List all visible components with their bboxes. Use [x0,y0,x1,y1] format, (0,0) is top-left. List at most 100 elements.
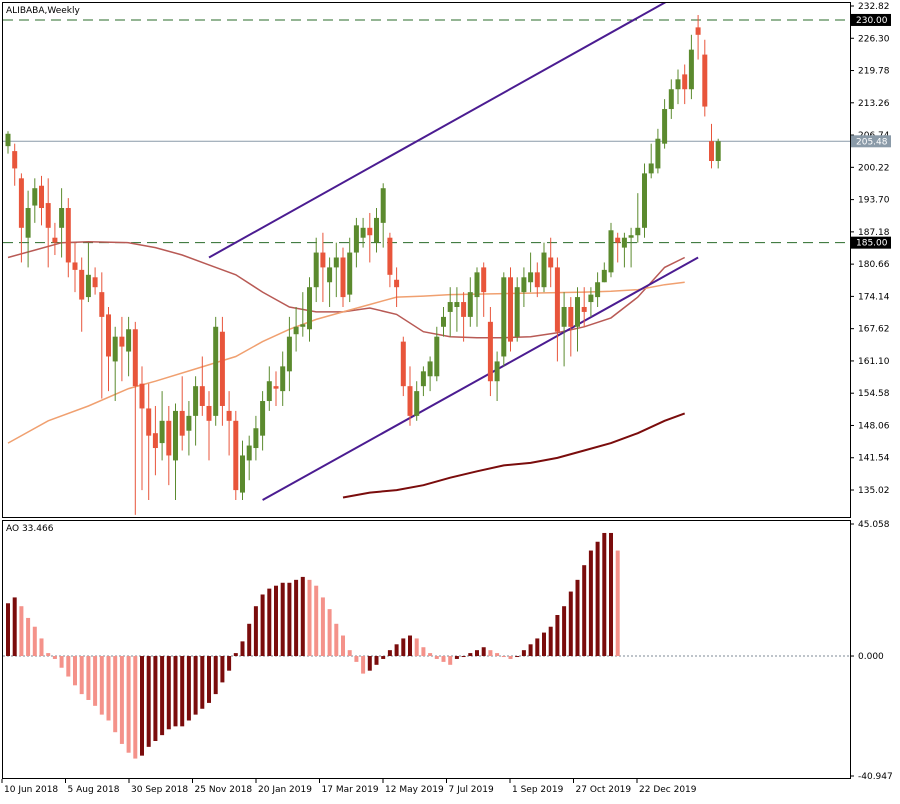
ao-bar [220,656,225,683]
level-label-box [851,13,891,26]
price-tick-label: 187.18 [858,228,890,238]
ao-bar [575,579,580,657]
candle-body-bull [327,267,333,283]
ao-bar [93,656,98,706]
price-tick-label: 167.62 [858,325,890,335]
candle-body-bull [675,79,681,90]
candle-body-bull [32,188,38,206]
level-label-box [851,236,891,249]
candle-body-bull [240,455,245,493]
ao-bar [86,656,91,700]
candle-body-bear [92,277,98,288]
moving-average-ma_fast [7,240,686,339]
candle-body-bull [25,208,31,238]
candle-body-bear [394,279,400,288]
candle-body-bull [360,227,366,238]
moving-average-ma_mid [7,281,685,444]
time-tick-label: 22 Dec 2019 [639,785,697,795]
candle-body-bear [340,257,346,298]
candle-body-bear [709,141,714,161]
ao-panel-frame [2,520,851,779]
candle-body-bear [45,203,51,228]
price-tick-label: 148.06 [858,421,890,431]
candle-body-bear [106,314,111,357]
candle-body-bear [226,410,232,421]
candle-body-bull [253,428,259,449]
candle-body-bull [246,445,252,461]
ao-bar [381,656,386,659]
ao-tick-label: 45.058 [858,520,890,530]
ao-bar [588,550,593,657]
candle-body-bull [715,141,721,161]
candle-body-bull [186,415,192,431]
candle-body-bull [467,292,473,317]
candle-body-bull [688,49,694,90]
ao-bar [46,653,51,657]
candle-body-bull [595,282,601,298]
ao-bar [555,615,560,657]
candle-body-bull [307,287,312,330]
ao-bar [274,585,278,657]
candle-body-bear [233,420,239,491]
ao-bar [354,656,359,662]
candle-body-bear [695,27,701,35]
ao-bar [387,650,392,657]
candle-body-bull [501,277,507,357]
ao-bar [434,656,439,659]
candle-body-bull [514,287,520,337]
candle-body-bull [260,401,266,436]
ao-bar [213,656,218,695]
price-tick-label: 174.14 [858,292,890,302]
ao-bar [193,656,198,715]
candle-body-bear [487,321,493,382]
ao-bar [73,656,77,686]
ao-bar [119,656,124,744]
candle-body-bear [320,252,326,268]
candle-body-bear [79,269,85,300]
ao-bar [79,656,84,695]
price-tick-label: 135.02 [858,486,890,496]
candle-body-bull [414,391,420,416]
candle-body-bull [173,410,178,461]
candle-body-bear [682,74,688,90]
ao-bar [501,656,506,658]
ao-bar [548,626,553,657]
price-panel-frame [2,2,851,518]
ao-bar [59,656,64,668]
candle-body-bear [615,237,621,243]
candle-body-bull [5,133,11,147]
ao-bar [106,656,111,721]
candle-body-bull [193,386,199,416]
candle-body-bull [621,237,627,248]
ao-bar [475,650,479,657]
candle-body-bear [206,405,212,421]
ao-bar [287,582,292,657]
ao-bar [66,656,71,677]
channel-line [208,3,667,259]
candle-body-bear [18,178,24,228]
candle-body-bull [85,274,91,298]
candle-body-bull [293,326,299,335]
symbol-label: ALIBABA,Weekly [6,6,81,16]
candle-body-bull [454,302,460,307]
level-label: 230.00 [856,16,888,26]
candle-body-bull [300,324,306,327]
ao-bar [602,532,607,657]
candle-body-bull [434,336,440,377]
price-tick-label: 219.78 [858,67,890,77]
ao-bar [542,632,546,657]
ao-bar [207,656,211,703]
time-tick-label: 12 May 2019 [385,785,444,795]
ao-bar [280,582,285,657]
ao-bar [39,638,44,657]
time-tick-label: 5 Aug 2018 [68,785,120,795]
ao-bar [515,656,520,658]
candle-body-bear [99,292,105,317]
candle-body-bear [367,227,373,236]
price-tick-label: 141.54 [858,454,890,464]
candle-body-bull [159,420,165,444]
ao-bar [126,656,131,753]
price-tick-label: 213.26 [858,99,890,109]
ao-bar [454,656,459,659]
